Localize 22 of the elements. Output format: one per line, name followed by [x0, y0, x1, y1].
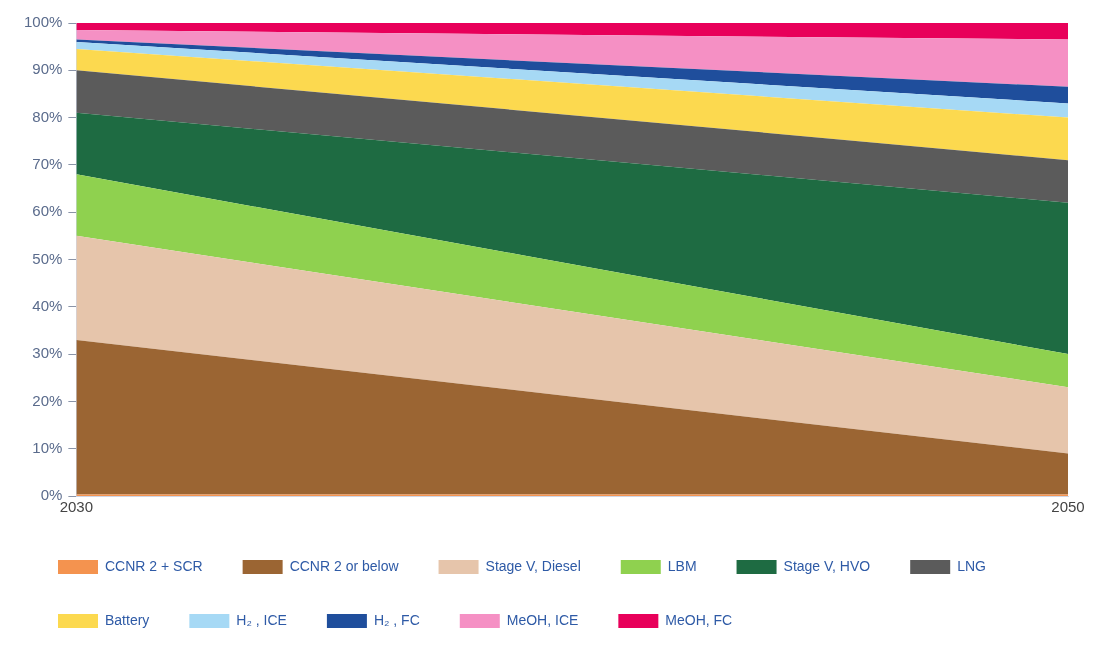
legend-label: LBM: [667, 557, 697, 574]
x-tick-label: 2050: [1051, 498, 1085, 516]
y-tick-label: 40%: [32, 296, 63, 314]
y-tick-label: 90%: [32, 60, 63, 78]
y-tick-label: 60%: [32, 202, 63, 220]
y-tick-label: 30%: [32, 344, 63, 362]
legend-label: MeOH, ICE: [506, 611, 579, 628]
y-tick-label: 10%: [32, 438, 63, 456]
legend-label: H₂ , ICE: [236, 611, 287, 628]
y-tick-label: 100%: [23, 13, 63, 31]
y-tick-label: 80%: [32, 107, 63, 125]
legend-label: Stage V, HVO: [783, 557, 871, 574]
legend-label: MeOH, FC: [665, 611, 733, 628]
legend-label: LNG: [957, 557, 986, 574]
legend-label: CCNR 2 + SCR: [105, 557, 203, 574]
legend-label: CCNR 2 or below: [289, 557, 400, 574]
y-tick-label: 20%: [32, 391, 63, 409]
legend-label: H₂ , FC: [373, 611, 420, 628]
legend-label: Stage V, Diesel: [485, 557, 581, 574]
legend-label: Battery: [105, 611, 150, 628]
y-tick-label: 70%: [32, 155, 63, 173]
y-tick-label: 50%: [32, 249, 63, 267]
